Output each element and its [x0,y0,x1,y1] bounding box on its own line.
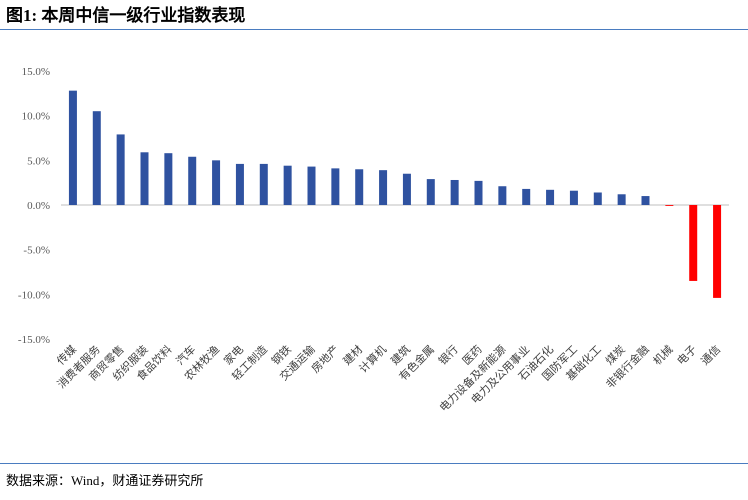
bar [307,166,316,205]
bar [593,192,602,205]
bar [474,180,483,205]
bar [569,190,578,205]
bar [331,168,340,205]
bar [92,111,101,205]
bar [212,160,221,205]
bar [188,156,197,205]
bar [379,170,388,205]
x-tick-label: 房地产 [308,342,341,375]
x-tick-label: 银行 [435,342,460,367]
x-tick-label: 机械 [650,342,675,367]
y-tick-label: 0.0% [27,200,50,212]
bar [283,165,292,205]
y-tick-label: 15.0% [22,66,50,78]
bar [235,163,244,205]
x-tick-label: 计算机 [356,342,389,375]
bar [116,134,125,205]
x-tick-label: 电子 [675,343,700,368]
bar [522,188,531,205]
bar [164,153,173,205]
bar [259,163,268,205]
y-tick-label: -10.0% [18,289,50,301]
bar [641,196,650,205]
source-note: 数据来源：Wind，财通证券研究所 [6,473,203,488]
y-tick-label: -5.0% [23,245,50,257]
bar [546,189,555,205]
bar [689,205,698,281]
bar [665,205,674,206]
chart-title: 图1: 本周中信一级行业指数表现 [6,5,245,25]
bar [450,179,459,205]
bar [617,194,626,205]
bar [498,186,507,205]
y-tick-label: 5.0% [27,155,50,167]
bar [713,205,722,298]
y-tick-label: -15.0% [18,334,50,346]
bar [140,152,149,205]
bar [68,90,77,205]
x-tick-label: 通信 [698,343,723,368]
y-tick-label: 10.0% [22,111,50,123]
bar [426,179,435,205]
bar [402,173,411,205]
bar [355,169,364,205]
